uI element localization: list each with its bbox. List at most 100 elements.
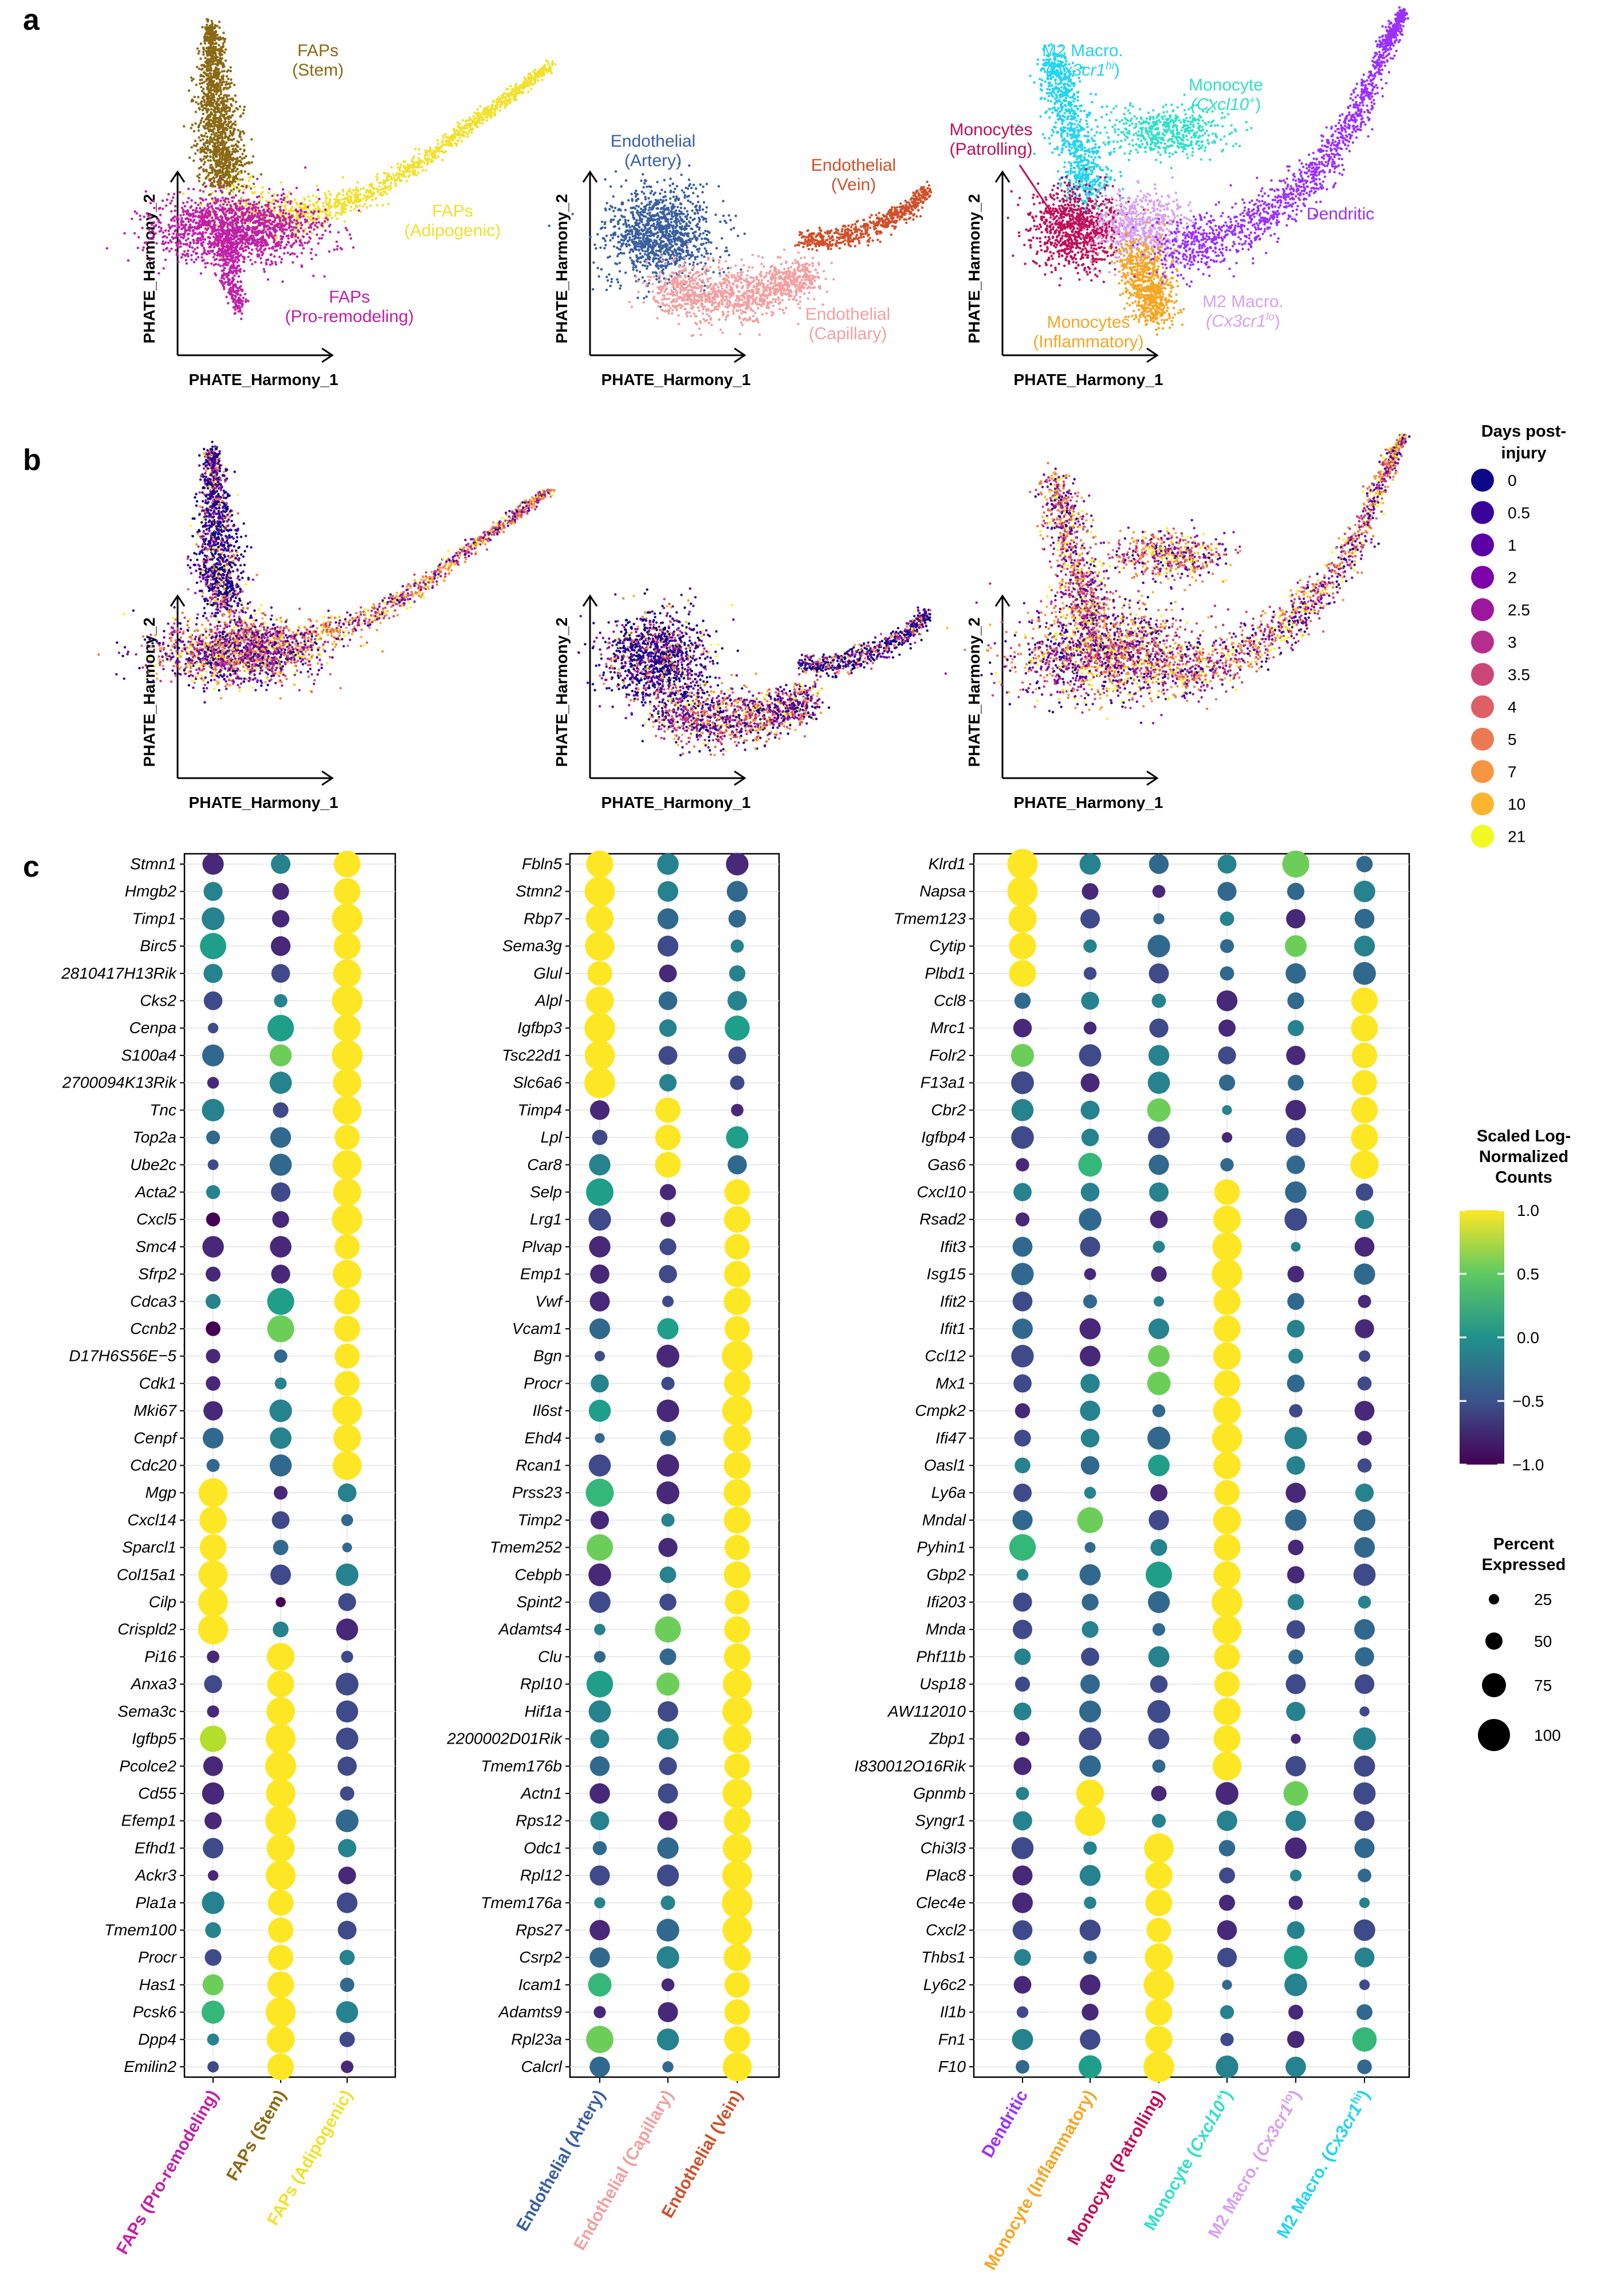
dot-Col15a1-3 — [336, 1564, 358, 1586]
dot-Sparcl1-1 — [200, 1534, 227, 1561]
dot-Cxcl2-2 — [1080, 1920, 1101, 1941]
dot-S100a4-2 — [270, 1045, 292, 1066]
dot-Isg15-1 — [1011, 1263, 1033, 1285]
dot-F13a1-3 — [1148, 1072, 1170, 1094]
dot-Lrg1-1 — [588, 1208, 611, 1231]
dot-Ccl12-4 — [1213, 1343, 1241, 1370]
dot-Tmem123-1 — [1008, 905, 1036, 933]
gene-label: Rpl10 — [520, 1675, 563, 1693]
dot-Mx1-6 — [1358, 1376, 1372, 1391]
dot-Pyhin1-3 — [1150, 1539, 1167, 1556]
gene-label: Calcrl — [521, 2058, 562, 2075]
gene-label: Gas6 — [927, 1156, 966, 1174]
gene-label: Ly6a — [931, 1483, 966, 1501]
dot-Igfbp4-2 — [1082, 1129, 1099, 1147]
gene-label: Cebpb — [514, 1565, 562, 1583]
dot-Cxcl2-1 — [1013, 1920, 1033, 1940]
gene-label: Ccnb2 — [130, 1320, 176, 1337]
dot-Mndal-3 — [1149, 1510, 1169, 1530]
dot-Efemp1-3 — [336, 1810, 359, 1832]
gene-label: Ifit2 — [940, 1292, 966, 1310]
dot-Clu-1 — [594, 1651, 605, 1662]
dot-Plac8-2 — [1080, 1865, 1101, 1886]
dot-Actn1-3 — [722, 1779, 752, 1808]
gene-label: Cks2 — [140, 992, 176, 1010]
dot-Oasl1-2 — [1081, 1456, 1099, 1474]
gene-label: Napsa — [919, 882, 966, 900]
dot-Acta2-1 — [206, 1185, 220, 1199]
dot-Rps27-3 — [722, 1916, 752, 1945]
dot-Vwf-3 — [723, 1288, 750, 1315]
dot-Klrd1-3 — [1149, 854, 1169, 874]
dot-Ifit2-3 — [1154, 1296, 1164, 1306]
dot-Clec4e-4 — [1219, 1895, 1235, 1911]
gene-label: Sfrp2 — [138, 1265, 176, 1283]
dot-Plbd1-1 — [1009, 960, 1036, 987]
dot-Rps27-1 — [589, 1920, 610, 1941]
dot-Procr-1 — [205, 1949, 221, 1966]
gene-label: Smc4 — [135, 1238, 176, 1255]
x-axis-title: PHATE_Harmony_1 — [189, 371, 339, 388]
dot-Il1b-5 — [1288, 2005, 1303, 2020]
dot-Rpl23a-3 — [724, 2026, 750, 2052]
dot-Csrp2-1 — [589, 1947, 610, 1967]
gene-label: Ifit1 — [940, 1320, 966, 1337]
dot-Napsa-2 — [1082, 883, 1099, 900]
dot-Sparcl1-3 — [343, 1543, 352, 1552]
colorbar-title-2: Normalized — [1479, 1148, 1568, 1166]
x-axis-title: PHATE_Harmony_1 — [189, 794, 339, 811]
category-label: FAPs (Stem) — [223, 2087, 290, 2184]
gene-label: Gpnmb — [913, 1784, 966, 1802]
dot-Oasl1-1 — [1014, 1458, 1030, 1473]
gene-label: Has1 — [139, 1976, 176, 1993]
dot-Isg15-2 — [1084, 1268, 1096, 1280]
dot-Cdca3-3 — [334, 1289, 360, 1314]
dot-I830012O16Rik-4 — [1213, 1752, 1241, 1780]
dot-Sfrp2-2 — [271, 1265, 290, 1284]
dot-Dpp4-2 — [267, 2026, 295, 2054]
gene-label: Spint2 — [517, 1593, 563, 1611]
gene-label: Acta2 — [134, 1183, 176, 1200]
dot-Usp18-1 — [1015, 1677, 1030, 1691]
dot-Sema3g-3 — [731, 940, 744, 953]
dot-Icam1-2 — [662, 1979, 675, 1992]
gene-label: F10 — [938, 2058, 966, 2075]
dot-Top2a-3 — [335, 1125, 360, 1150]
dot-Has1-2 — [268, 1972, 294, 1999]
dot-Ly6a-3 — [1150, 1484, 1167, 1501]
dot-Birc5-3 — [334, 933, 361, 960]
dot-AW112010-5 — [1286, 1702, 1306, 1721]
dot-Rps12-3 — [724, 1807, 751, 1834]
dot-Hif1a-1 — [589, 1700, 611, 1722]
dot-Ly6a-1 — [1013, 1483, 1032, 1502]
gene-label: Hmgb2 — [125, 882, 177, 900]
dot-Folr2-3 — [1149, 1045, 1169, 1066]
dot-Fn1-1 — [1012, 2029, 1033, 2050]
dot-Odc1-1 — [593, 1841, 607, 1855]
days-legend-label: 10 — [1508, 795, 1525, 813]
colorbar-legend: Scaled Log- Normalized Counts 1.0 0.5 0.… — [1460, 1127, 1571, 1474]
gene-label: Ifi47 — [935, 1429, 966, 1447]
dot-Stmn1-3 — [334, 851, 360, 877]
dot-Clec4e-6 — [1359, 1898, 1370, 1908]
dot-Rsad2-1 — [1016, 1212, 1029, 1226]
dot-Gas6-4 — [1220, 1158, 1233, 1171]
dot-Pyhin1-5 — [1288, 1540, 1303, 1555]
dot-Cks2-1 — [204, 991, 223, 1010]
dot-Car8-1 — [589, 1154, 610, 1175]
gene-label: Vcam1 — [512, 1320, 562, 1337]
dot-Plac8-5 — [1290, 1870, 1301, 1881]
colorbar-tick-label: 0.0 — [1517, 1329, 1539, 1347]
gene-label: Folr2 — [929, 1046, 966, 1064]
dot-F10-2 — [1079, 2055, 1102, 2078]
dot-Ifi47-4 — [1212, 1423, 1242, 1453]
dot-Cdc20-3 — [333, 1451, 362, 1480]
dot-plots: Stmn1Hmgb2Timp1Birc52810417H13RikCks2Cen… — [61, 849, 1409, 2274]
colorbar-tick-label: −0.5 — [1512, 1392, 1544, 1410]
dot-Pcolce2-3 — [337, 1756, 357, 1776]
dot-Ly6c2-3 — [1144, 1969, 1174, 2000]
days-legend-label: 3 — [1508, 634, 1517, 652]
dot-Anxa3-3 — [336, 1673, 359, 1696]
